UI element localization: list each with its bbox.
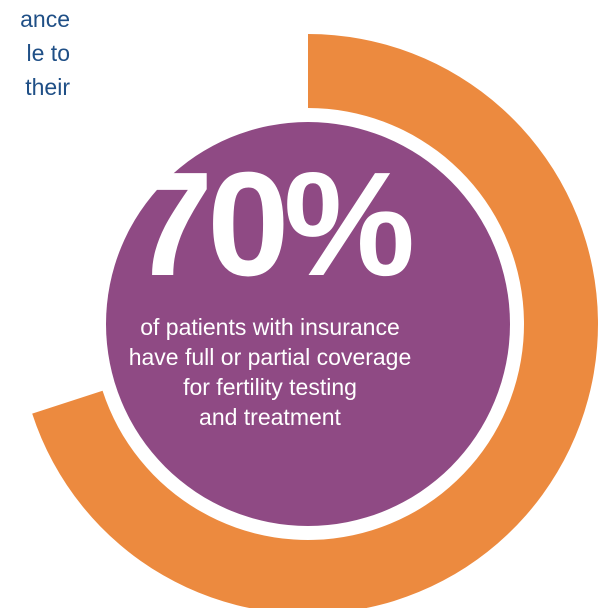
intro-line-2: le to — [26, 40, 70, 66]
intro-line-3: their — [25, 74, 70, 100]
intro-line-1: ance — [20, 6, 70, 32]
stat-value: 70% — [130, 142, 415, 307]
stat-caption-line-4: and treatment — [199, 404, 341, 430]
stat-caption-line-2: have full or partial coverage — [128, 344, 412, 370]
stat-caption-line-3: for fertility testing — [183, 374, 357, 400]
stat-caption-line-1: of patients with insurance — [140, 314, 400, 340]
stat-caption: of patients with insurance have full or … — [92, 312, 448, 432]
donut-center — [106, 122, 510, 526]
intro-text: ance le to their — [0, 0, 72, 140]
